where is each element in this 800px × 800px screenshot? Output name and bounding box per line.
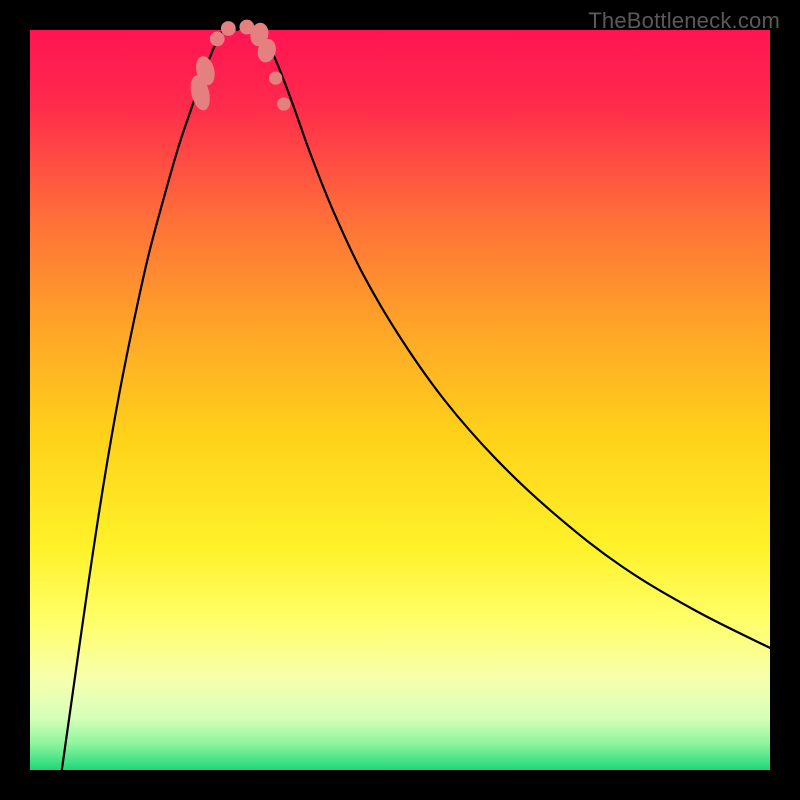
curve-right: [237, 23, 770, 648]
chart-plot-area: [30, 30, 770, 770]
curve-left: [62, 23, 237, 770]
marker: [221, 21, 236, 36]
markers-group: [187, 20, 290, 113]
marker: [210, 31, 225, 46]
curve-left-group: [62, 23, 237, 770]
chart-overlay-svg: [30, 30, 770, 770]
marker: [269, 71, 282, 84]
curve-right-group: [237, 23, 770, 648]
marker: [277, 97, 290, 110]
chart-frame: TheBottleneck.com: [0, 0, 800, 800]
